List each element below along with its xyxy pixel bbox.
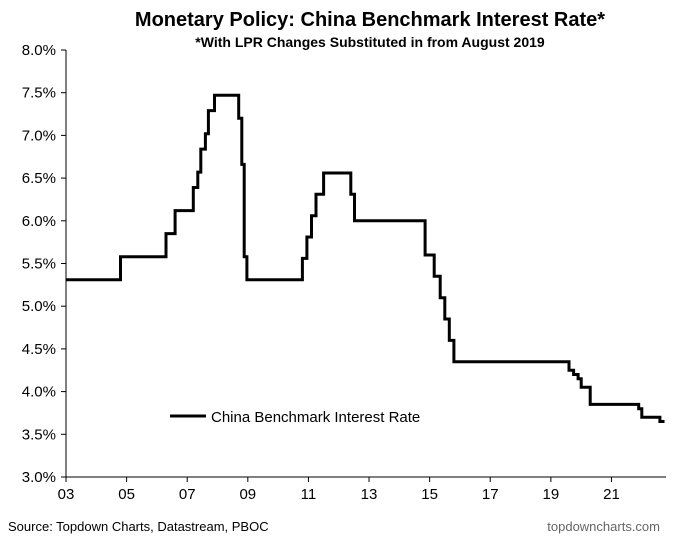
y-tick-label: 7.0% [22,127,56,144]
legend: China Benchmark Interest Rate [170,409,420,426]
x-tick-label: 15 [421,486,438,503]
x-tick-label: 05 [118,486,135,503]
chart-title: Monetary Policy: China Benchmark Interes… [135,9,605,31]
x-tick-label: 19 [543,486,560,503]
chart-subtitle: *With LPR Changes Substituted in from Au… [195,34,545,50]
x-axis-ticks: 03 05 07 09 11 13 15 17 19 21 [58,477,620,503]
x-tick-label: 03 [58,486,75,503]
y-tick-label: 7.5% [22,85,56,102]
y-tick-label: 6.5% [22,170,56,187]
y-tick-label: 3.0% [22,469,56,486]
y-tick-label: 6.0% [22,213,56,230]
x-tick-label: 13 [361,486,378,503]
y-tick-label: 3.5% [22,426,56,443]
watermark: topdowncharts.com [547,519,660,534]
legend-label: China Benchmark Interest Rate [211,409,420,426]
y-tick-label: 8.0% [22,42,56,59]
source-note: Source: Topdown Charts, Datastream, PBOC [8,519,269,534]
y-tick-label: 4.0% [22,384,56,401]
x-tick-label: 17 [482,486,499,503]
x-tick-label: 21 [603,486,620,503]
x-tick-label: 07 [179,486,196,503]
plot-area [66,93,665,423]
series-line [66,93,665,423]
x-tick-label: 11 [301,486,317,503]
y-tick-label: 4.5% [22,341,56,358]
x-tick-label: 09 [239,486,256,503]
y-tick-label: 5.5% [22,256,56,273]
y-axis-ticks: 3.0% 3.5% 4.0% 4.5% 5.0% 5.5% 6.0% 6.5% 7.0% 7.5%… [22,42,66,486]
y-tick-label: 5.0% [22,298,56,315]
